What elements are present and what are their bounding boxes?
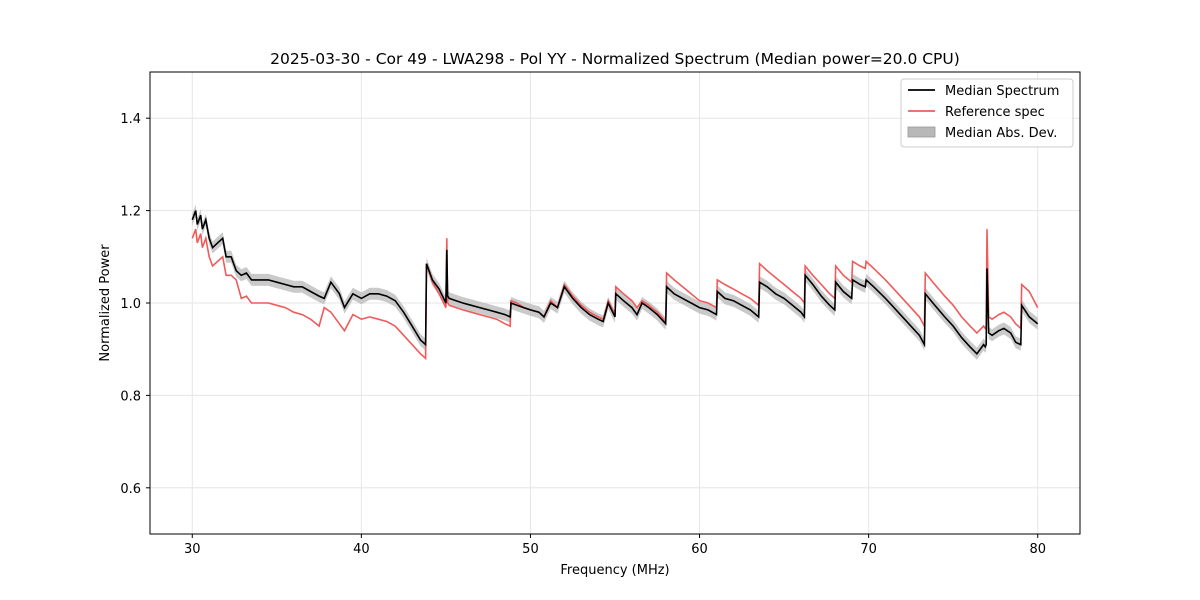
tick-layer: 30 40 50 60 70 80 0.6 0.8 1.0 1.2 1.4 (120, 112, 1046, 557)
x-tick-label: 40 (353, 542, 370, 557)
x-tick-label: 70 (860, 542, 877, 557)
x-tick-label: 30 (184, 542, 201, 557)
data-layer (191, 204, 1039, 361)
y-tick-label: 1.4 (120, 112, 141, 127)
y-axis-label: Normalized Power (98, 244, 113, 362)
median-spectrum-line (191, 210, 1039, 356)
x-axis-label: Frequency (MHz) (560, 563, 669, 578)
y-tick-label: 0.6 (120, 482, 141, 497)
reference-spec-line (191, 228, 1039, 361)
x-tick-label: 80 (1029, 542, 1046, 557)
chart-title: 2025-03-30 - Cor 49 - LWA298 - Pol YY - … (270, 50, 960, 68)
legend-label-median: Median Spectrum (945, 84, 1059, 99)
legend-label-mad: Median Abs. Dev. (945, 126, 1057, 141)
x-tick-label: 50 (522, 542, 539, 557)
legend-label-reference: Reference spec (945, 105, 1045, 120)
legend-box (900, 78, 1074, 148)
legend: Median Spectrum Reference spec Median Ab… (900, 78, 1074, 148)
y-tick-label: 0.8 (120, 389, 141, 404)
legend-swatch-mad (907, 126, 936, 138)
x-tick-label: 60 (691, 542, 708, 557)
y-tick-label: 1.0 (120, 297, 141, 312)
y-tick-label: 1.2 (120, 205, 141, 220)
